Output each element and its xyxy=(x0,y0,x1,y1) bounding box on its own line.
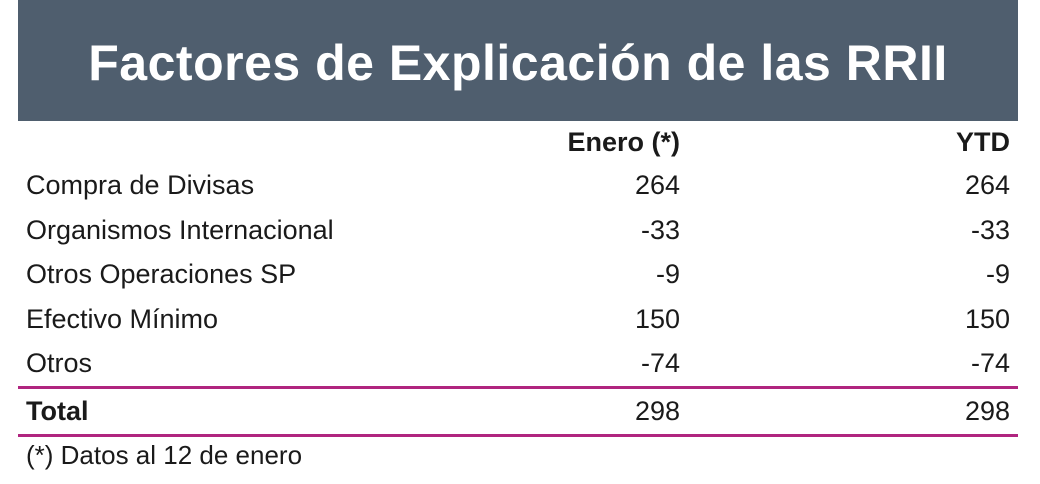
cell-enero: -9 xyxy=(655,259,680,290)
row-label: Efectivo Mínimo xyxy=(26,303,219,334)
row-label: Organismos Internacional xyxy=(26,214,334,245)
row-label: Otros xyxy=(26,348,93,379)
total-divider-bottom xyxy=(18,433,1018,437)
title-banner: Factores de Explicación de las RRII xyxy=(18,0,1018,121)
table-row: Efectivo Mínimo 150 150 xyxy=(18,297,1018,342)
cell-ytd: -33 xyxy=(970,214,1010,245)
row-label: Otros Operaciones SP xyxy=(26,259,297,290)
page-title: Factores de Explicación de las RRII xyxy=(88,34,948,91)
cell-enero: -33 xyxy=(640,214,680,245)
row-label: Compra de Divisas xyxy=(26,170,255,200)
cell-enero: 150 xyxy=(634,303,680,334)
rrii-table: Enero (*) YTD Compra de Divisas 264 264 … xyxy=(18,121,1018,437)
cell-ytd: 264 xyxy=(964,170,1010,200)
cell-enero: -74 xyxy=(640,348,680,379)
total-ytd: 298 xyxy=(964,395,1010,426)
total-enero: 298 xyxy=(634,395,680,426)
total-row: Total 298 298 xyxy=(18,389,1018,434)
table-row: Compra de Divisas 264 264 xyxy=(18,163,1018,208)
cell-ytd: -9 xyxy=(985,259,1010,290)
table-row: Otros Operaciones SP -9 -9 xyxy=(18,252,1018,297)
cell-ytd: 150 xyxy=(964,303,1010,334)
total-divider-top xyxy=(18,385,1018,389)
column-header-ytd: YTD xyxy=(956,127,1010,157)
table-row: Otros -74 -74 xyxy=(18,341,1018,386)
total-label: Total xyxy=(26,395,89,426)
table-header-row: Enero (*) YTD xyxy=(18,121,1018,163)
column-header-enero: Enero (*) xyxy=(567,127,680,157)
table-row: Organismos Internacional -33 -33 xyxy=(18,208,1018,253)
cell-ytd: -74 xyxy=(970,348,1010,379)
footnote: (*) Datos al 12 de enero xyxy=(26,440,303,470)
cell-enero: 264 xyxy=(634,170,680,200)
